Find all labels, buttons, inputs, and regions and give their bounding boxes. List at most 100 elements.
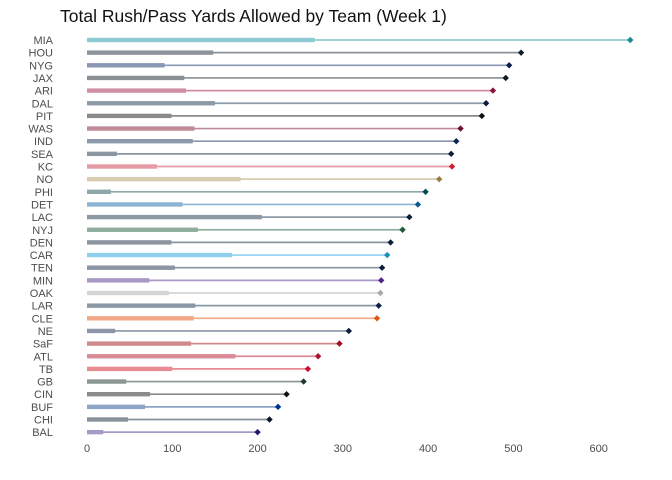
total-marker-bal xyxy=(254,428,261,436)
rush-bars xyxy=(87,37,315,435)
rush-bar-was xyxy=(87,126,195,131)
rush-bar-pit xyxy=(87,113,172,119)
y-tick-kc: KC xyxy=(38,162,53,174)
total-marker-was xyxy=(457,125,464,132)
rush-bar-atl xyxy=(87,354,236,359)
y-tick-min: MIN xyxy=(33,275,53,287)
rush-bar-ari xyxy=(87,88,186,93)
y-tick-chi: CHI xyxy=(34,415,53,427)
total-marker-ari xyxy=(489,87,497,94)
y-tick-labels: MIAHOUNYGJAXARIDALPITWASINDSEAKCNOPHIDET… xyxy=(28,35,53,439)
y-tick-cle: CLE xyxy=(32,313,53,325)
y-tick-atl: ATL xyxy=(34,351,53,363)
total-marker-mia xyxy=(627,36,634,44)
x-tick-labels: 0 100 200 300 400 500 600 xyxy=(84,443,608,455)
x-tick-300: 300 xyxy=(334,443,352,455)
y-tick-jax: JAX xyxy=(33,73,54,85)
total-marker-min xyxy=(378,277,385,284)
rush-bar-lar xyxy=(87,303,196,308)
total-marker-ind xyxy=(453,138,460,145)
y-tick-dal: DAL xyxy=(32,98,53,110)
y-tick-bal: BAL xyxy=(32,427,53,439)
y-tick-mia: MIA xyxy=(33,35,53,47)
total-marker-kc xyxy=(448,163,456,170)
total-marker-tb xyxy=(304,365,312,373)
rush-bar-den xyxy=(87,240,172,245)
y-tick-car: CAR xyxy=(30,250,53,262)
rush-bar-tb xyxy=(87,366,173,372)
y-tick-ten: TEN xyxy=(31,263,53,275)
rush-bar-saf xyxy=(87,341,192,346)
y-tick-tb: TB xyxy=(39,364,53,376)
total-marker-det xyxy=(414,201,422,208)
rush-bar-no xyxy=(87,176,241,182)
rush-bar-det xyxy=(87,202,183,207)
y-tick-ind: IND xyxy=(34,136,53,148)
total-marker-nyg xyxy=(505,62,513,69)
y-tick-det: DET xyxy=(31,199,53,211)
rush-bar-oak xyxy=(87,290,169,296)
y-tick-oak: OAK xyxy=(30,288,54,300)
rush-bar-mia xyxy=(87,37,315,43)
total-marker-dal xyxy=(482,100,490,107)
y-tick-no: NO xyxy=(37,174,54,186)
y-tick-saf: SaF xyxy=(33,339,53,351)
rush-bar-jax xyxy=(87,75,185,81)
total-marker-oak xyxy=(377,289,384,297)
total-marker-cin xyxy=(283,391,290,398)
total-marker-hou xyxy=(517,49,525,56)
rush-bar-dal xyxy=(87,101,215,106)
y-tick-ne: NE xyxy=(38,326,53,338)
rush-bar-lac xyxy=(87,214,262,220)
y-tick-lar: LAR xyxy=(32,301,53,313)
x-tick-500: 500 xyxy=(504,443,522,455)
y-tick-nyg: NYG xyxy=(29,60,53,72)
y-tick-was: WAS xyxy=(28,124,53,136)
chart-title: Total Rush/Pass Yards Allowed by Team (W… xyxy=(60,6,447,26)
total-marker-gb xyxy=(300,378,307,385)
total-marker-saf xyxy=(336,340,343,347)
total-marker-no xyxy=(436,175,443,183)
rush-bar-phi xyxy=(87,189,111,194)
total-marker-sea xyxy=(447,150,455,158)
y-tick-phi: PHI xyxy=(35,187,53,199)
x-tick-0: 0 xyxy=(84,443,90,455)
rush-bar-ne xyxy=(87,328,116,334)
total-lines xyxy=(87,39,631,433)
rush-bar-car xyxy=(87,252,232,258)
total-markers xyxy=(254,36,634,436)
x-tick-100: 100 xyxy=(163,443,181,455)
total-marker-lac xyxy=(406,213,413,221)
rush-bar-ten xyxy=(87,265,175,270)
rush-bar-hou xyxy=(87,50,214,55)
rush-bar-cle xyxy=(87,316,194,321)
total-marker-ne xyxy=(345,327,353,335)
rush-bar-kc xyxy=(87,164,157,169)
total-marker-den xyxy=(387,239,394,246)
total-marker-atl xyxy=(314,353,322,360)
x-tick-600: 600 xyxy=(590,443,608,455)
rush-bar-cin xyxy=(87,392,151,397)
rush-bar-bal xyxy=(87,429,104,435)
y-tick-sea: SEA xyxy=(31,149,54,161)
rush-bar-chi xyxy=(87,417,128,422)
total-marker-pit xyxy=(478,112,486,120)
y-tick-lac: LAC xyxy=(32,212,53,224)
total-marker-jax xyxy=(502,74,509,82)
total-marker-cle xyxy=(373,315,381,322)
total-marker-ten xyxy=(378,264,386,271)
y-tick-den: DEN xyxy=(30,237,53,249)
rush-bar-gb xyxy=(87,379,127,384)
total-marker-nyj xyxy=(399,226,406,233)
y-tick-nyj: NYJ xyxy=(32,225,53,237)
rush-bar-ind xyxy=(87,139,193,144)
rush-bar-nyg xyxy=(87,63,165,68)
rush-bar-min xyxy=(87,278,150,283)
y-tick-cin: CIN xyxy=(34,389,53,401)
rush-bar-sea xyxy=(87,151,117,157)
x-tick-400: 400 xyxy=(419,443,437,455)
y-tick-ari: ARI xyxy=(35,86,53,98)
rush-bar-nyj xyxy=(87,227,198,232)
